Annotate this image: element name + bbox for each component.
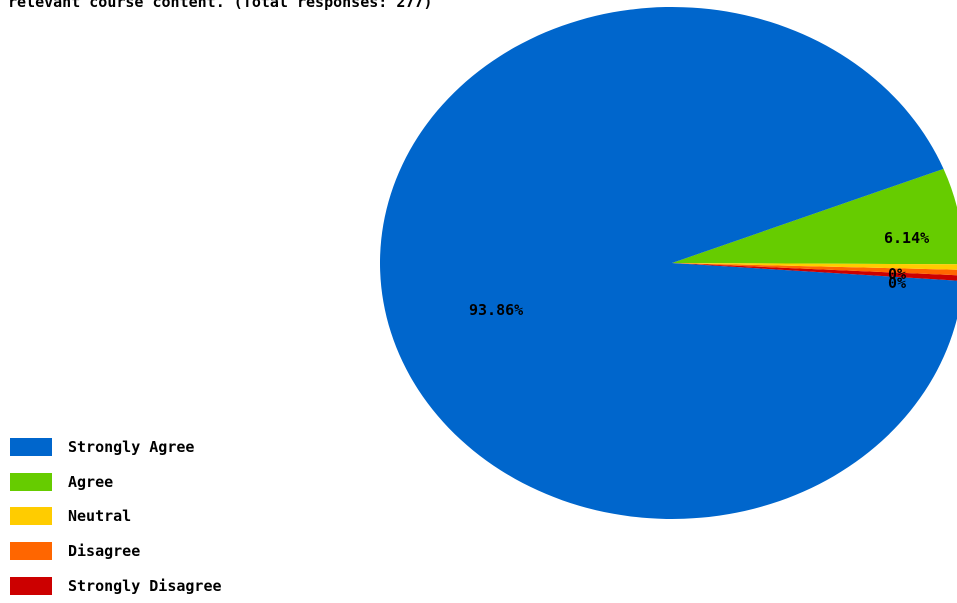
legend-label: Strongly Agree (68, 438, 195, 457)
legend-item-strongly-disagree: Strongly Disagree (10, 568, 222, 603)
legend-swatch (10, 576, 52, 595)
legend-swatch (10, 542, 52, 561)
legend-swatch (10, 507, 52, 526)
legend-swatch (10, 438, 52, 457)
slice-label-disagree: 0% (888, 274, 906, 292)
legend-label: Disagree (68, 542, 141, 561)
pie-slice-agree (672, 168, 957, 265)
legend-swatch (10, 472, 52, 491)
legend-item-neutral: Neutral (10, 499, 222, 534)
pie-slice-disagree (672, 263, 957, 276)
pie-slice-neutral (672, 263, 957, 270)
legend-label: Neutral (68, 507, 132, 526)
pie-slice-strongly-agree (380, 7, 957, 519)
slice-label-neutral: 0% (888, 265, 906, 283)
legend-label: Agree (68, 472, 114, 491)
chart-title: relevant course content. (Total response… (8, 0, 433, 11)
legend-item-strongly-agree: Strongly Agree (10, 430, 222, 465)
legend-item-agree: Agree (10, 465, 222, 500)
legend: Strongly Agree Agree Neutral Disagree St… (10, 430, 222, 603)
slice-label-strongly-agree: 93.86% (469, 301, 523, 319)
pie-slice-strongly-disagree (672, 263, 957, 281)
legend-label: Strongly Disagree (68, 576, 222, 595)
legend-item-disagree: Disagree (10, 534, 222, 569)
slice-label-agree: 6.14% (884, 229, 929, 247)
